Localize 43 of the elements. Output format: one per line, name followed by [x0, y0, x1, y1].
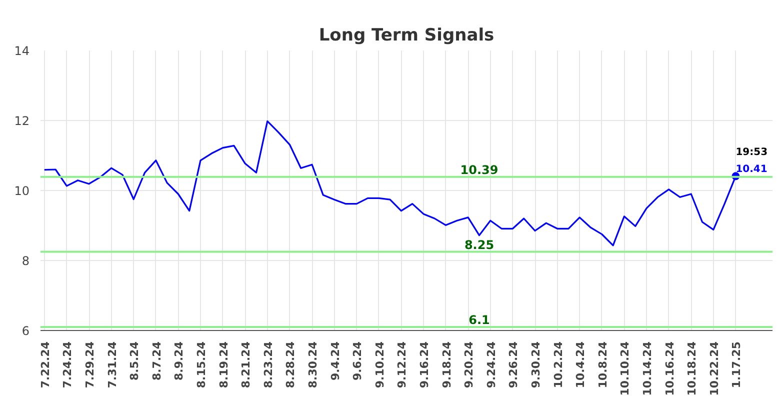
x-tick-label: 10.4.24	[574, 341, 588, 388]
x-tick-label: 9.18.24	[440, 341, 454, 388]
y-tick-label: 10	[14, 184, 30, 198]
annotation: 10.41	[736, 164, 768, 176]
y-tick-label: 6	[22, 324, 30, 338]
chart-title: Long Term Signals	[318, 26, 494, 46]
y-tick-label: 14	[14, 44, 30, 58]
x-tick-label: 9.4.24	[328, 341, 342, 380]
x-tick-label: 7.29.24	[84, 341, 97, 388]
x-tick-label: 8.30.24	[306, 341, 320, 388]
x-tick-label: 10.18.24	[686, 341, 699, 396]
x-tick-label: 8.19.24	[217, 341, 230, 388]
x-tick-label: 8.9.24	[172, 341, 186, 380]
x-tick-label: 9.30.24	[530, 341, 543, 388]
x-tick-label: 8.15.24	[195, 341, 208, 388]
x-tick-label: 9.26.24	[507, 341, 520, 388]
x-tick-label: 10.14.24	[641, 341, 654, 396]
ref-line-label: 10.39	[460, 162, 498, 177]
x-tick-label: 8.5.24	[128, 341, 142, 380]
x-tick-label: 9.12.24	[396, 341, 409, 388]
y-tick-label: 8	[22, 254, 30, 268]
x-tick-label: 10.8.24	[596, 341, 610, 388]
x-tick-label: 9.6.24	[351, 341, 364, 380]
y-tick-label: 12	[14, 114, 30, 128]
x-tick-label: 7.31.24	[106, 341, 119, 388]
x-tick-label: 7.24.24	[61, 341, 74, 388]
x-tick-label: 9.24.24	[484, 341, 498, 388]
x-tick-label: 10.16.24	[663, 341, 676, 396]
x-tick-label: 7.22.24	[38, 341, 52, 388]
x-tick-label: 10.2.24	[552, 341, 565, 388]
x-tick-label: 1.17.25	[730, 341, 744, 388]
x-tick-label: 9.16.24	[418, 341, 432, 388]
x-tick-label: 8.21.24	[240, 341, 253, 388]
annotation: 19:53	[736, 147, 768, 158]
x-tick-label: 10.10.24	[618, 341, 632, 396]
x-tick-label: 8.28.24	[284, 341, 298, 388]
x-tick-label: 10.22.24	[708, 341, 721, 396]
x-tick-label: 8.23.24	[262, 341, 275, 388]
x-tick-label: 9.10.24	[373, 341, 386, 388]
ref-line-label: 6.1	[468, 313, 490, 327]
x-tick-label: 9.20.24	[462, 341, 476, 388]
x-tick-label: 8.7.24	[150, 341, 164, 380]
ref-line-label: 8.25	[464, 238, 494, 252]
